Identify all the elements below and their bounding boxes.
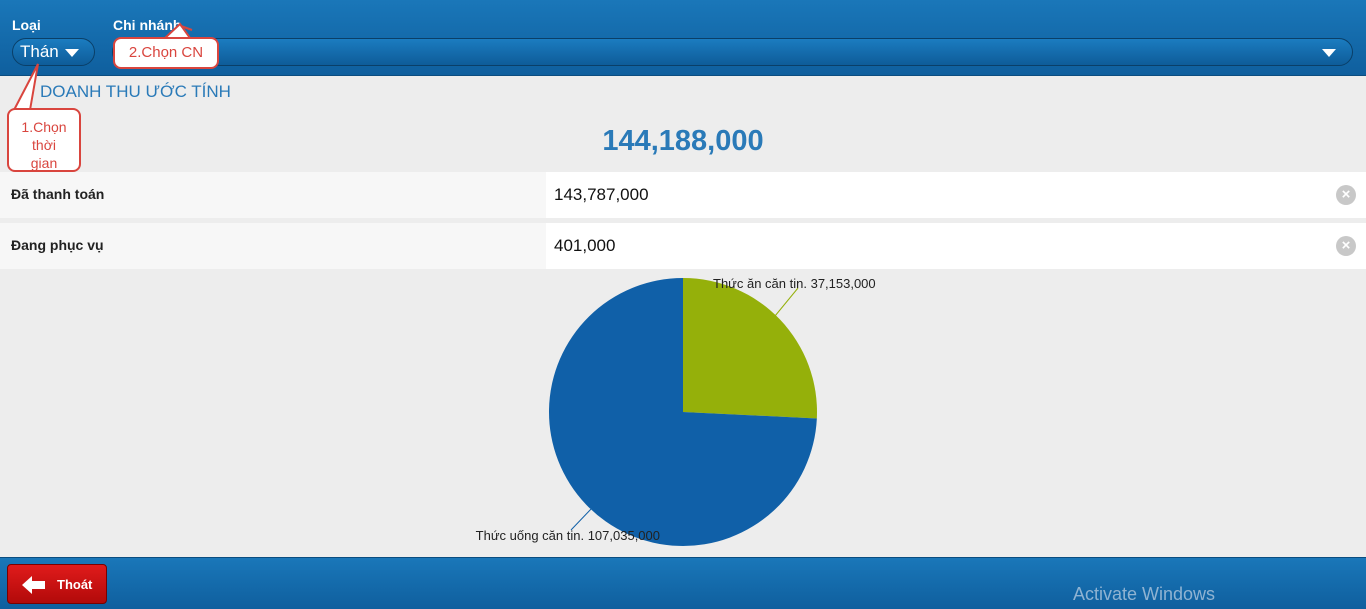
- row-serving: Đang phục vụ 401,000 ×: [0, 223, 1366, 269]
- pie-label-line: [570, 507, 593, 531]
- exit-button[interactable]: Thoát: [7, 564, 107, 604]
- pie-slice: [683, 278, 818, 419]
- section-title: DOANH THU ƯỚC TÍNH: [40, 82, 231, 101]
- chevron-down-icon: [1322, 49, 1336, 57]
- serving-value-field[interactable]: 401,000: [546, 223, 1366, 269]
- type-select-value: Thán: [20, 42, 59, 61]
- arrow-left-icon: [22, 576, 45, 594]
- branch-label: Chi nhánh: [113, 17, 182, 33]
- pie-slice: [549, 278, 817, 546]
- callout-time-line: gian: [30, 155, 58, 171]
- footer-bar: Thoát Activate Windows: [0, 557, 1366, 609]
- total-revenue: 144,188,000: [602, 125, 764, 157]
- clear-icon[interactable]: ×: [1336, 236, 1356, 256]
- pie-slice-label: Thức uống căn tin. 107,035,000: [476, 528, 660, 543]
- callout-time-line: thời: [32, 137, 56, 153]
- type-label: Loại: [12, 17, 41, 33]
- branch-select[interactable]: [112, 38, 1353, 66]
- clear-icon[interactable]: ×: [1336, 185, 1356, 205]
- pie-label-line: [774, 287, 799, 317]
- chevron-down-icon: [65, 49, 79, 57]
- row-label: Đã thanh toán: [11, 186, 105, 202]
- callout-choose-time: 1.Chọn thời gian: [7, 108, 81, 172]
- pie-slice-label: Thức ăn căn tin. 37,153,000: [713, 276, 876, 291]
- revenue-pie-chart: Thức ăn căn tin. 37,153,000 Thức uống căn…: [476, 276, 876, 546]
- type-select[interactable]: Thán: [12, 38, 95, 66]
- row-paid: Đã thanh toán 143,787,000 ×: [0, 172, 1366, 218]
- exit-button-label: Thoát: [57, 577, 93, 592]
- activate-windows-watermark: Activate Windows: [1073, 584, 1216, 604]
- paid-value-field[interactable]: 143,787,000: [546, 172, 1366, 218]
- row-label: Đang phục vụ: [11, 237, 104, 253]
- callout-time-line: 1.Chọn: [21, 119, 67, 135]
- callout-choose-branch: 2.Chọn CN: [113, 37, 219, 69]
- header-bar: Loại Chi nhánh Thán: [0, 0, 1366, 76]
